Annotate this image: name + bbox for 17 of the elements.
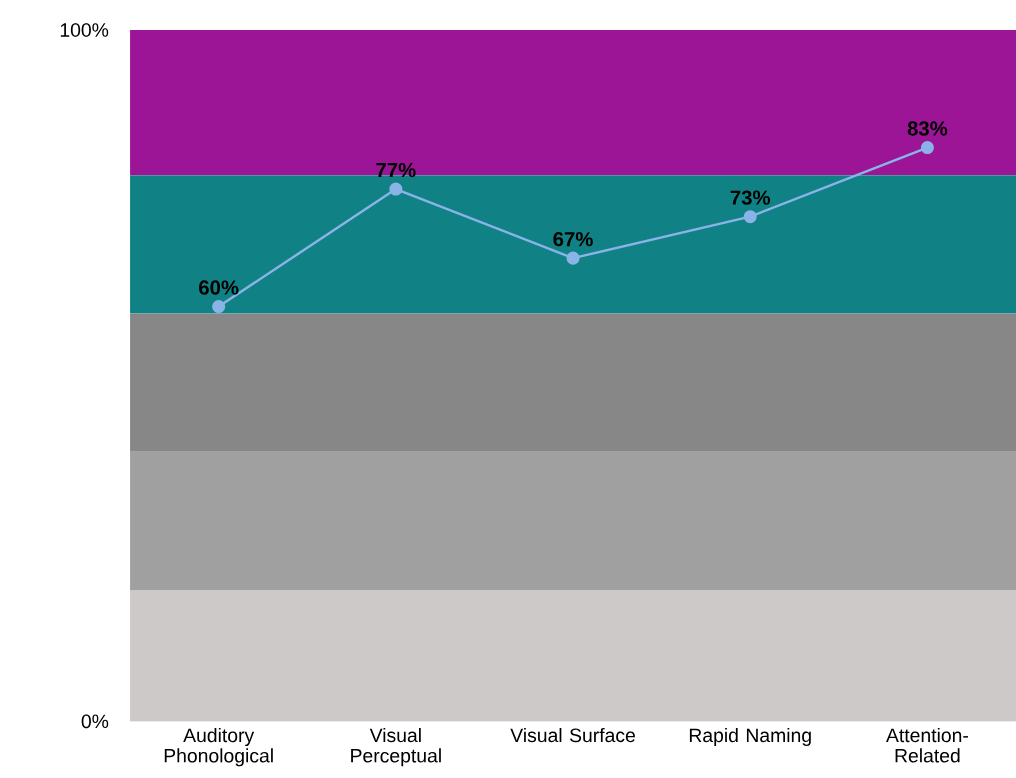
y-tick-label: 0% xyxy=(81,714,109,728)
y-tick-label: 100% xyxy=(60,22,109,37)
point xyxy=(920,140,934,154)
x-tick-label: Visual Perceptual xyxy=(351,727,441,767)
x-tick-label: Rapid Naming xyxy=(689,727,811,746)
data-label: 60% xyxy=(199,280,239,295)
x-tick-label: Attention-Related xyxy=(886,727,968,763)
data-label: 67% xyxy=(553,231,593,247)
data-label: 73% xyxy=(730,190,771,205)
point xyxy=(566,251,580,265)
x-tick-label: Auditory Phonological xyxy=(164,727,273,767)
x-tick-label: Visual Surface xyxy=(510,727,635,742)
point xyxy=(389,182,403,196)
point xyxy=(743,209,757,223)
point xyxy=(212,299,226,313)
data-label: 77% xyxy=(376,162,416,177)
data-label: 83% xyxy=(907,121,948,136)
